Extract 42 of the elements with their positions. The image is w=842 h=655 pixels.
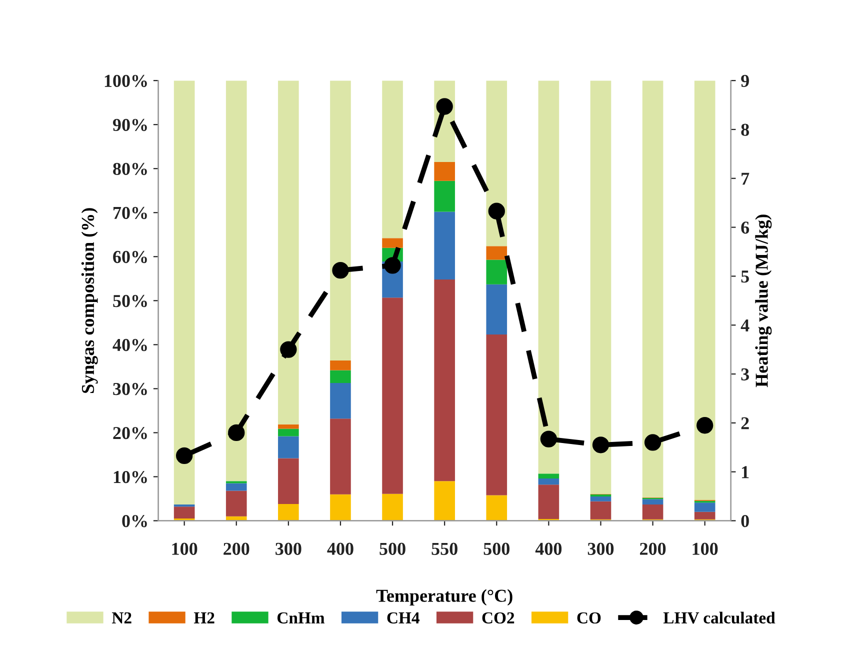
y-tick-label: 30% xyxy=(113,382,147,396)
legend-label: H2 xyxy=(194,612,214,624)
y-tick-label: 80% xyxy=(113,162,147,176)
y-tick-label: 90% xyxy=(112,118,147,132)
legend-label: CH4 xyxy=(387,612,420,624)
y-axis-title: Syngas composition (%) xyxy=(81,208,98,393)
y-tick-label: 10% xyxy=(114,470,147,484)
x-tick-label: 550 xyxy=(432,542,458,555)
legend-label: CnHm xyxy=(277,612,325,624)
x-tick-label: 400 xyxy=(535,542,562,555)
y2-tick-label: 6 xyxy=(741,222,750,234)
x-tick-label: 400 xyxy=(327,542,354,555)
x-tick-label: 300 xyxy=(276,542,302,555)
x-tick-label: 200 xyxy=(640,542,666,555)
y-tick-label: 60% xyxy=(113,250,147,264)
x-axis-title: Temperature (°C) xyxy=(376,589,512,606)
y-tick-label: 50% xyxy=(113,294,147,308)
y2-tick-label: 3 xyxy=(741,368,749,380)
x-tick-label: 200 xyxy=(224,542,250,555)
y2-tick-label: 2 xyxy=(741,417,749,430)
x-tick-label: 500 xyxy=(380,542,406,555)
y2-tick-label: 9 xyxy=(741,74,749,88)
y2-tick-label: 1 xyxy=(742,466,749,478)
y2-tick-label: 8 xyxy=(741,124,750,136)
legend-label: N2 xyxy=(112,612,132,624)
x-tick-label: 300 xyxy=(588,542,614,555)
x-tick-label: 100 xyxy=(692,542,718,555)
y-tick-label: 40% xyxy=(112,338,147,352)
legend-label: CO xyxy=(577,612,601,624)
x-tick-label: 100 xyxy=(172,542,198,555)
y2-tick-label: 0 xyxy=(741,514,749,528)
y2-tick-label: 5 xyxy=(741,270,749,283)
legend-label: CO2 xyxy=(482,612,514,624)
y2-tick-label: 7 xyxy=(742,172,750,185)
y-tick-label: 20% xyxy=(113,426,147,440)
y-tick-label: 100% xyxy=(104,74,147,88)
y2-axis-title: Heating value (MJ/kg) xyxy=(755,214,772,388)
y2-tick-label: 4 xyxy=(740,319,750,332)
y-tick-label: 70% xyxy=(113,206,147,220)
y-tick-label: 0% xyxy=(122,514,147,528)
x-tick-label: 500 xyxy=(484,542,510,555)
legend-label: LHV calculated xyxy=(663,612,776,624)
